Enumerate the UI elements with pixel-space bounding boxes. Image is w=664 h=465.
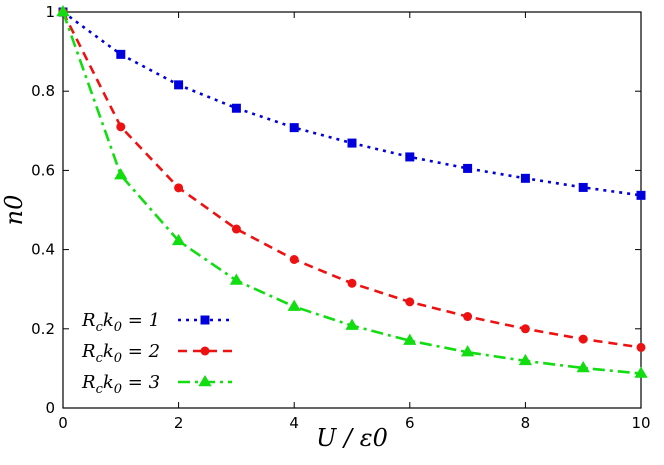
data-point-square	[200, 315, 210, 325]
data-point-triangle	[634, 366, 648, 378]
x-tick-label: 6	[405, 414, 415, 432]
y-axis-title-main: n0	[0, 195, 28, 226]
data-point-circle	[578, 334, 588, 344]
legend-label-k: k	[103, 310, 114, 331]
legend-label-value: = 2	[122, 341, 160, 362]
data-point-square	[116, 49, 126, 59]
y-tick-label: 0.8	[31, 82, 55, 100]
legend-label-sub: c	[96, 320, 104, 335]
data-point-circle	[174, 183, 184, 193]
y-tick-label: 0.2	[31, 320, 55, 338]
data-point-triangle	[56, 5, 70, 17]
y-axis-title: n0	[0, 195, 28, 226]
data-point-circle	[463, 312, 473, 322]
data-point-square	[231, 103, 241, 113]
legend-label: Rck0 = 2	[81, 341, 160, 366]
data-point-circle	[405, 297, 415, 307]
legend-label-sub: c	[96, 382, 104, 397]
data-point-triangle	[403, 333, 417, 345]
legend-label-k: k	[103, 341, 114, 362]
legend-label-value: = 3	[122, 372, 160, 393]
x-tick-label: 10	[631, 414, 650, 432]
data-point-square	[463, 163, 473, 173]
y-tick-label: 0	[45, 399, 55, 417]
data-point-circle	[200, 346, 210, 356]
legend-label-r: R	[81, 372, 96, 393]
legend-label-sub: 0	[114, 382, 122, 397]
legend-entry: Rck0 = 3	[81, 372, 232, 397]
data-point-triangle	[287, 299, 301, 311]
data-point-circle	[347, 278, 357, 288]
data-point-triangle	[460, 345, 475, 357]
legend-label: Rck0 = 1	[81, 310, 160, 335]
legend-label-r: R	[81, 310, 96, 331]
data-point-circle	[116, 122, 126, 132]
data-point-triangle	[518, 353, 533, 366]
y-tick-label: 1	[45, 3, 55, 21]
data-point-square	[174, 80, 184, 90]
data-point-square	[405, 152, 415, 162]
data-point-square	[636, 190, 646, 200]
legend-label: Rck0 = 3	[81, 372, 160, 397]
y-tick-label: 0.4	[31, 241, 55, 259]
plot-frame	[62, 11, 642, 409]
data-point-square	[347, 138, 357, 148]
legend-entry: Rck0 = 1	[81, 310, 232, 335]
legend-label-sub: 0	[114, 320, 122, 335]
legend-label-r: R	[81, 341, 96, 362]
data-point-square	[520, 173, 530, 183]
x-tick-label: 8	[521, 414, 531, 432]
x-axis-title-main: U / ε0	[316, 424, 388, 452]
data-point-triangle	[576, 361, 590, 373]
axis-ticks: 0 2 4 6 8 10 0 0.2 0.4 0.6 0.8 1	[31, 3, 650, 432]
data-point-circle	[231, 224, 241, 234]
data-point-triangle	[229, 273, 244, 285]
data-point-triangle	[171, 233, 186, 246]
x-tick-label: 0	[58, 414, 68, 432]
data-point-circle	[520, 324, 530, 334]
data-point-square	[289, 123, 299, 133]
data-point-circle	[289, 255, 299, 264]
series-group	[56, 5, 648, 378]
y-tick-label: 0.6	[31, 161, 55, 179]
data-point-triangle	[345, 318, 359, 330]
legend-label-sub: c	[96, 351, 104, 366]
data-point-triangle	[114, 168, 128, 180]
data-point-triangle	[198, 375, 212, 387]
legend-label-value: = 1	[122, 310, 160, 331]
legend-label-k: k	[103, 372, 114, 393]
x-tick-label: 4	[289, 414, 299, 432]
x-tick-label: 2	[174, 414, 184, 432]
legend-label-sub: 0	[114, 351, 122, 366]
series-layer	[56, 5, 648, 378]
legend-entry: Rck0 = 2	[81, 341, 232, 366]
data-point-circle	[636, 342, 646, 352]
x-axis-title: U / ε0	[316, 424, 388, 452]
data-point-square	[578, 182, 588, 192]
